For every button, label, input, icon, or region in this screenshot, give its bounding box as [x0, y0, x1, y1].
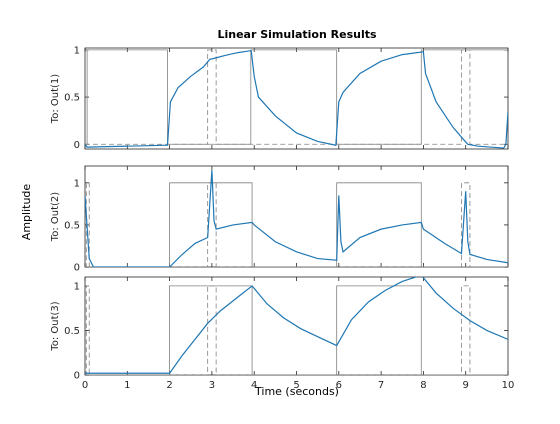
x-tick-label: 5	[293, 380, 299, 391]
panel-3-ytick-label: 1	[74, 281, 80, 292]
panel-2: 0 0.5 1 To: Out(2)	[50, 165, 509, 274]
panel-2-ytick-label: 1	[74, 178, 80, 189]
x-tick-label: 8	[420, 380, 426, 391]
x-tick-label: 6	[336, 380, 342, 391]
panel-2-input-line	[85, 182, 508, 267]
panel-1-input-line	[85, 49, 508, 145]
panel-2-ytick-label: 0.5	[64, 220, 80, 231]
panel-3-input-line	[85, 285, 508, 375]
panel-1-ytick-label: 0.5	[64, 93, 80, 104]
panel-1-ytick-label: 0	[74, 140, 80, 151]
panel-1-ylabel: To: Out(1)	[50, 74, 61, 124]
x-tick-label: 9	[463, 380, 469, 391]
chart-title: Linear Simulation Results	[217, 28, 377, 41]
panel-3-ylabel: To: Out(3)	[50, 301, 61, 351]
panel-2-axes-box	[84, 165, 509, 268]
panel-2-response-line	[85, 170, 508, 267]
x-tick-label: 0	[82, 380, 88, 391]
panel-2-series	[85, 170, 508, 267]
panel-1-series	[85, 49, 508, 149]
panel-3-ytick-label: 0	[74, 371, 80, 382]
panel-2-ytick-label: 0	[74, 263, 80, 274]
x-tick-label: 10	[502, 380, 515, 391]
panel-3-ytick-label: 0.5	[64, 326, 80, 337]
x-tick-label: 7	[378, 380, 384, 391]
panel-1-ytick-label: 1	[74, 45, 80, 56]
panel-3-input-dashed-line	[85, 285, 508, 375]
x-axis-label: Time (seconds)	[254, 385, 339, 398]
x-tick-label: 1	[124, 380, 130, 391]
panel-2-ylabel: To: Out(2)	[50, 192, 61, 242]
panel-1-response-line	[85, 50, 508, 149]
x-tick-label: 3	[209, 380, 215, 391]
panel-1-input-dashed-line	[85, 49, 508, 145]
panel-3-series	[85, 277, 508, 375]
y-axis-label: Amplitude	[20, 184, 33, 241]
x-tick-label: 2	[166, 380, 172, 391]
panel-3-response-line	[85, 277, 508, 374]
panel-1-axes-box	[84, 47, 509, 150]
x-tick-label: 4	[251, 380, 257, 391]
panel-1: 0 0.5 1 To: Out(1)	[50, 45, 509, 151]
